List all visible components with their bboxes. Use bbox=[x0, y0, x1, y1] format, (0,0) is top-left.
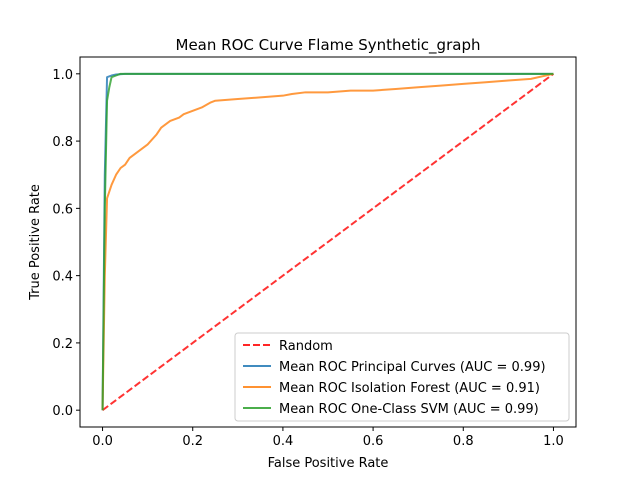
x-tick-label: 0.2 bbox=[182, 434, 203, 449]
y-tick-label: 0.6 bbox=[52, 202, 73, 217]
plot-area bbox=[101, 72, 555, 411]
x-tick-label: 0.6 bbox=[363, 434, 384, 449]
x-tick-label: 0.0 bbox=[92, 434, 113, 449]
x-axis: 0.0 0.2 0.4 0.6 0.8 1.0 bbox=[92, 427, 564, 449]
legend-label: Mean ROC Principal Curves (AUC = 0.99) bbox=[279, 360, 546, 375]
legend-label: Random bbox=[279, 339, 333, 354]
x-tick-label: 0.8 bbox=[453, 434, 474, 449]
x-tick-label: 1.0 bbox=[543, 434, 564, 449]
legend-box bbox=[234, 332, 570, 422]
y-tick-label: 0.4 bbox=[52, 270, 73, 285]
y-tick-label: 1.0 bbox=[52, 68, 73, 83]
axes-frame bbox=[79, 56, 577, 428]
legend-label: Mean ROC One-Class SVM (AUC = 0.99) bbox=[279, 402, 539, 417]
legend: Random Mean ROC Principal Curves (AUC = 0… bbox=[234, 332, 570, 422]
series-line-0 bbox=[101, 73, 555, 411]
y-axis-label: True Positive Rate bbox=[28, 184, 43, 301]
chart-title: Mean ROC Curve Flame Synthetic_graph bbox=[176, 36, 481, 55]
y-axis: 0.0 0.2 0.4 0.6 0.8 1.0 bbox=[52, 68, 80, 419]
series-line-3 bbox=[101, 72, 554, 411]
x-axis-label: False Positive Rate bbox=[268, 456, 389, 471]
y-tick-label: 0.8 bbox=[52, 135, 73, 150]
y-tick-label: 0.2 bbox=[52, 337, 73, 352]
y-tick-label: 0.0 bbox=[52, 404, 73, 419]
x-tick-label: 0.4 bbox=[273, 434, 294, 449]
legend-label: Mean ROC Isolation Forest (AUC = 0.91) bbox=[279, 381, 540, 396]
series-line-2 bbox=[101, 72, 554, 411]
